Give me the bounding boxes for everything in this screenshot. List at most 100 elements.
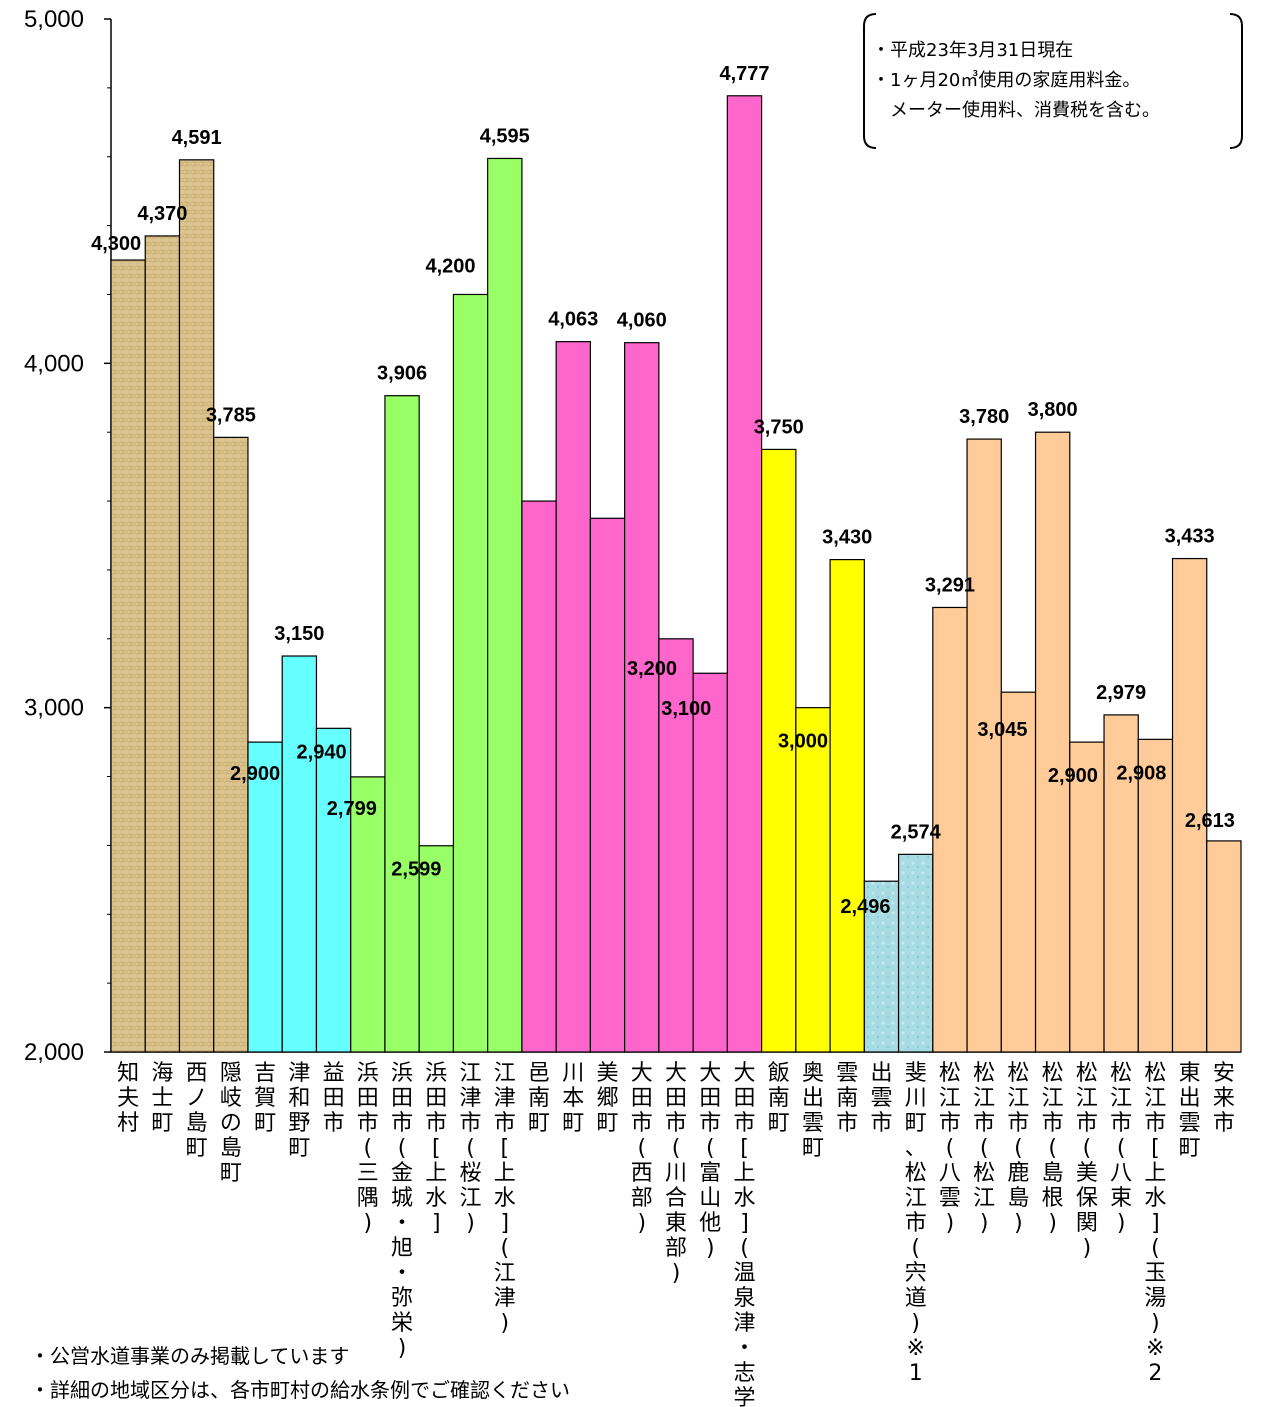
category-label: 松江市(松江) <box>973 1061 995 1236</box>
category-label: 川本町 <box>562 1061 584 1136</box>
data-label: 3,433 <box>1165 526 1215 548</box>
data-label: 2,599 <box>391 859 441 881</box>
category-label: 隠岐の島町 <box>220 1061 242 1186</box>
bar <box>1069 741 1105 1053</box>
data-label: 4,777 <box>719 63 769 85</box>
category-label: 浜田市[上水] <box>425 1061 447 1236</box>
data-label: 3,200 <box>627 658 677 680</box>
category-label: 浜田市(金城・旭・弥栄) <box>391 1061 413 1361</box>
data-label: 4,063 <box>548 309 598 331</box>
bar <box>624 342 660 1053</box>
bar <box>1206 840 1242 1053</box>
category-label: 飯南町 <box>768 1061 790 1136</box>
bar <box>897 853 934 1053</box>
data-label: 2,900 <box>1048 765 1098 787</box>
data-label: 4,200 <box>426 255 476 277</box>
category-label: 松江市(美保関) <box>1076 1061 1098 1261</box>
bar <box>658 638 694 1053</box>
bar <box>110 259 146 1053</box>
bar <box>487 157 523 1053</box>
category-label: 松江市(島根) <box>1042 1061 1064 1236</box>
data-label: 4,370 <box>137 203 187 225</box>
category-label: 斐川町、松江市(宍道) ※ 1 <box>905 1061 927 1386</box>
data-label: 4,595 <box>480 125 530 147</box>
category-label: 津和野町 <box>288 1061 310 1161</box>
category-label: 美郷町 <box>597 1061 619 1136</box>
bars <box>110 95 1242 1053</box>
data-label: 2,940 <box>297 741 347 763</box>
data-label: 2,908 <box>1116 762 1166 784</box>
category-label: 松江市(鹿島) <box>1007 1061 1029 1236</box>
data-label: 2,613 <box>1185 810 1235 832</box>
bar <box>1034 431 1071 1053</box>
bar <box>1171 557 1208 1053</box>
bar <box>1137 738 1174 1053</box>
note-box <box>863 13 1243 149</box>
category-label: 大田市[上水](温泉津・志学他) <box>733 1061 755 1407</box>
bar <box>1103 714 1139 1053</box>
data-label: 3,000 <box>778 731 828 753</box>
category-label: 浜田市(三隅) <box>357 1061 379 1236</box>
category-label: 海士町 <box>151 1061 173 1136</box>
note-line-date: ・平成23年3月31日現在 <box>872 40 1074 61</box>
bar <box>452 293 489 1053</box>
data-label: 2,900 <box>230 763 280 785</box>
bar <box>589 517 626 1053</box>
bar <box>863 880 900 1053</box>
data-label: 3,780 <box>959 406 1009 428</box>
category-label: 松江市(八雲) <box>939 1061 961 1236</box>
data-label: 3,045 <box>977 719 1027 741</box>
data-label: 4,591 <box>172 127 222 149</box>
bar <box>178 159 215 1053</box>
data-label: 3,906 <box>377 363 427 385</box>
data-label: 3,800 <box>1028 399 1078 421</box>
category-label: 知夫村 <box>117 1061 139 1136</box>
bar <box>315 727 352 1053</box>
y-tick-label: 3,000 <box>24 695 84 722</box>
category-label: 西ノ島町 <box>186 1061 208 1161</box>
bar <box>795 707 831 1053</box>
bar <box>932 606 968 1053</box>
data-label: 4,300 <box>91 233 141 255</box>
footnote-public-only: ・公営水道事業のみ掲載しています <box>30 1344 350 1368</box>
bar <box>692 672 728 1053</box>
data-label: 2,979 <box>1096 682 1146 704</box>
category-label: 大田市(西部) <box>631 1061 653 1236</box>
y-tick-label: 5,000 <box>24 6 84 33</box>
category-label: 奥出雲町 <box>802 1061 824 1161</box>
category-label: 松江市[上水] (玉湯) ※ 2 <box>1144 1061 1166 1386</box>
category-label: 邑南町 <box>528 1061 550 1136</box>
note-line-included: メーター使用料、消費税を含む。 <box>872 100 1160 121</box>
bar <box>247 741 283 1053</box>
bar <box>144 235 181 1053</box>
bar <box>726 95 763 1053</box>
y-tick-label: 2,000 <box>24 1039 84 1066</box>
bar <box>213 436 249 1053</box>
note-line-usage: ・1ヶ月20㎥使用の家庭用料金。 <box>872 70 1141 91</box>
data-label: 3,100 <box>661 698 711 720</box>
data-label: 3,430 <box>822 527 872 549</box>
data-label: 3,750 <box>754 416 804 438</box>
category-label: 江津市[上水] (江津) <box>494 1061 516 1336</box>
category-label: 大田市(川合東部) <box>665 1061 687 1286</box>
bar <box>281 655 318 1053</box>
bar <box>829 559 865 1053</box>
y-tick-label: 4,000 <box>24 350 84 377</box>
category-label: 江津市(桜江) <box>460 1061 482 1236</box>
data-labels: 4,300 4,370 4,591 3,785 2,900 3,150 2,940 2,799… <box>91 63 1235 918</box>
data-label: 2,799 <box>327 798 377 820</box>
data-label: 4,060 <box>617 310 667 332</box>
data-label: 3,291 <box>925 574 975 596</box>
bar <box>521 500 557 1053</box>
category-label: 出雲市 <box>870 1061 892 1136</box>
category-label: 益田市 <box>323 1061 345 1136</box>
category-label: 吉賀町 <box>254 1061 276 1136</box>
bar <box>1000 691 1037 1053</box>
data-label: 3,150 <box>274 623 324 645</box>
bar <box>966 438 1002 1053</box>
category-label: 松江市(八束) <box>1110 1061 1132 1236</box>
category-label: 東出雲町 <box>1179 1061 1201 1161</box>
bar <box>384 395 420 1053</box>
